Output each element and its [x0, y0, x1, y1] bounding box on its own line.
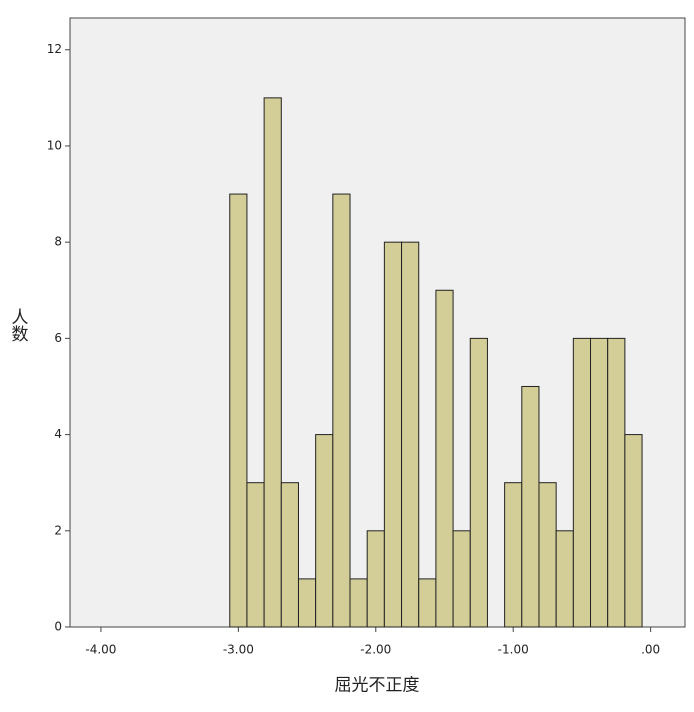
bar [383, 241, 403, 628]
bar [401, 241, 420, 628]
bar [332, 193, 351, 628]
bar [538, 482, 557, 628]
bar [349, 578, 368, 628]
bar [366, 530, 385, 628]
y-tick-label: 8 [54, 235, 62, 249]
y-tick-label: 4 [54, 427, 62, 441]
bar [229, 193, 248, 628]
bar [246, 482, 265, 628]
x-tick-label: -1.00 [498, 643, 529, 657]
bar [280, 482, 299, 628]
y-tick-label: 2 [54, 523, 62, 537]
bar [504, 482, 523, 628]
bar [315, 434, 334, 628]
bar [418, 578, 437, 628]
x-tick-label: -4.00 [85, 643, 116, 657]
bar [607, 337, 626, 628]
y-tick-label: 10 [47, 138, 62, 152]
y-axis-title: 人数 [8, 308, 29, 342]
y-tick-label: 6 [54, 331, 62, 345]
bar [590, 337, 609, 628]
bar [469, 337, 488, 628]
y-tick-label: 0 [54, 620, 62, 634]
bar [572, 337, 592, 628]
bar [452, 530, 471, 628]
bar [624, 434, 643, 628]
bar [521, 385, 540, 628]
bar [297, 578, 317, 628]
x-tick-label: -2.00 [360, 643, 391, 657]
x-tick-label: -3.00 [223, 643, 254, 657]
x-tick-label: .00 [641, 643, 660, 657]
x-axis-title: 屈光不正度 [335, 676, 420, 696]
bar [263, 97, 282, 628]
y-tick-label: 12 [47, 42, 62, 56]
bar [435, 289, 454, 628]
bar [555, 530, 574, 628]
